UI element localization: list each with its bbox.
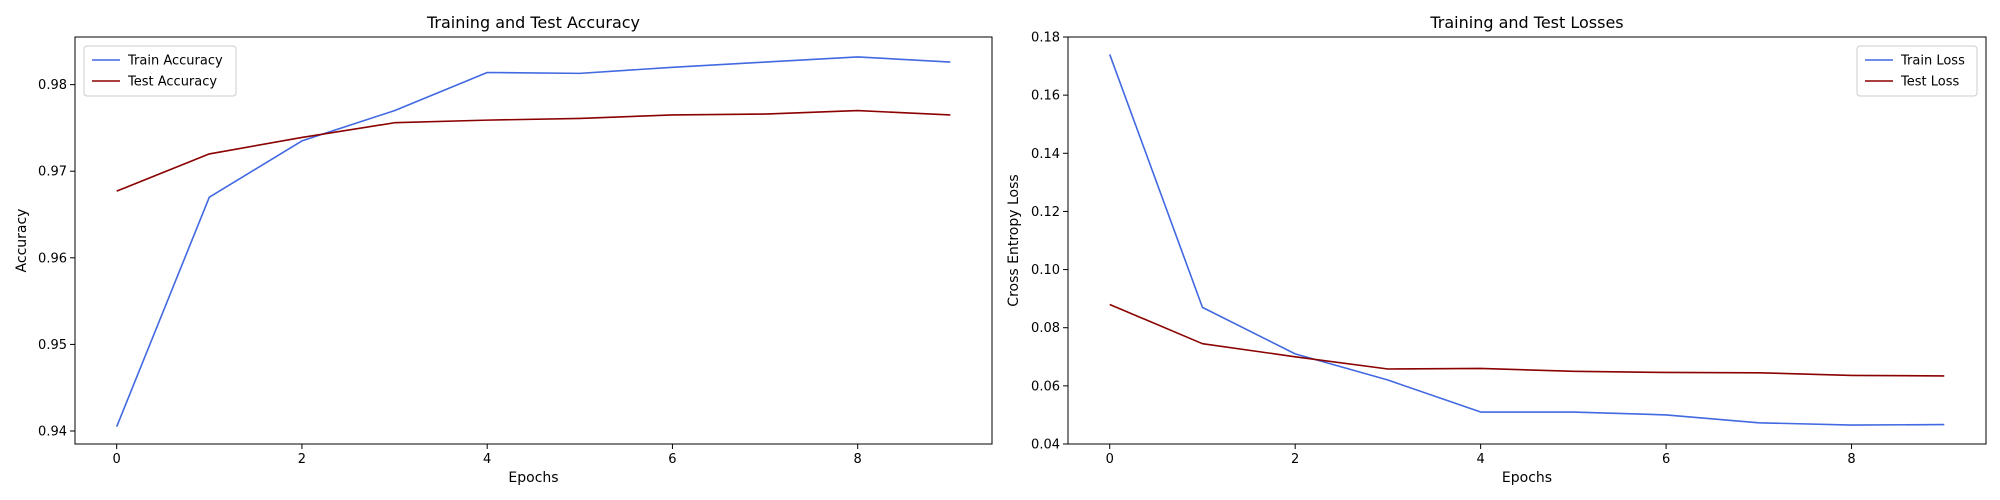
series-line-1 bbox=[1109, 303, 1945, 377]
y-tick-label: 0.96 bbox=[38, 251, 67, 266]
legend-label: Test Accuracy bbox=[127, 75, 217, 90]
y-tick-label: 0.18 bbox=[1031, 31, 1060, 46]
y-tick-label: 0.04 bbox=[1031, 438, 1060, 453]
legend-box bbox=[83, 45, 237, 97]
legend: Train Accuracy Test Accuracy bbox=[83, 45, 237, 97]
x-tick-label: 2 bbox=[298, 452, 306, 467]
y-tick-label: 0.06 bbox=[1031, 379, 1060, 394]
legend-box bbox=[1856, 45, 1978, 97]
y-tick-label: 0.98 bbox=[38, 78, 67, 93]
legend-label: Test Loss bbox=[1900, 75, 1959, 90]
x-tick-label: 6 bbox=[1662, 452, 1670, 467]
x-tick-label: 2 bbox=[1291, 452, 1299, 467]
y-tick-label: 0.14 bbox=[1031, 147, 1060, 162]
x-tick-label: 8 bbox=[1847, 452, 1855, 467]
x-axis-label: Epochs bbox=[508, 470, 558, 486]
y-axis-label: Accuracy bbox=[14, 209, 30, 273]
y-tick-label: 0.10 bbox=[1031, 263, 1060, 278]
axis-ticks: 0 2 4 6 8 0.94 0.95 0.96 0.97 0.98 bbox=[38, 78, 862, 467]
x-axis-label: Epochs bbox=[1502, 470, 1552, 486]
plot-frame bbox=[74, 36, 993, 445]
legend: Train Loss Test Loss bbox=[1856, 45, 1978, 97]
y-axis-label: Cross Entropy Loss bbox=[1006, 174, 1022, 306]
loss-chart: Training and Test Losses Epochs Cross En… bbox=[1006, 13, 1987, 486]
series-lines bbox=[115, 56, 951, 427]
x-tick-label: 0 bbox=[1106, 452, 1114, 467]
y-tick-label: 0.08 bbox=[1031, 321, 1060, 336]
x-tick-label: 8 bbox=[854, 452, 862, 467]
x-tick-label: 4 bbox=[483, 452, 491, 467]
y-tick-label: 0.94 bbox=[38, 425, 67, 440]
legend-label: Train Accuracy bbox=[127, 54, 223, 69]
chart-title: Training and Test Accuracy bbox=[426, 13, 640, 32]
legend-label: Train Loss bbox=[1900, 54, 1965, 69]
chart-title: Training and Test Losses bbox=[1429, 13, 1623, 32]
axis-ticks: 0 2 4 6 8 0.04 0.06 0.08 0.10 0.12 0.14 0.16 0.18 bbox=[1031, 31, 1856, 468]
x-tick-label: 6 bbox=[668, 452, 676, 467]
y-tick-label: 0.12 bbox=[1031, 205, 1060, 220]
accuracy-chart: Training and Test Accuracy Epochs Accura… bbox=[14, 13, 993, 486]
y-tick-label: 0.97 bbox=[38, 165, 67, 180]
y-tick-label: 0.95 bbox=[38, 338, 67, 353]
series-line-1 bbox=[116, 109, 951, 192]
series-line-0 bbox=[1108, 54, 1945, 426]
x-tick-label: 0 bbox=[113, 452, 121, 467]
x-tick-label: 4 bbox=[1476, 452, 1484, 467]
plot-frame bbox=[1067, 36, 1987, 445]
series-line-0 bbox=[115, 56, 951, 427]
y-tick-label: 0.16 bbox=[1031, 89, 1060, 104]
series-lines bbox=[1108, 54, 1945, 426]
